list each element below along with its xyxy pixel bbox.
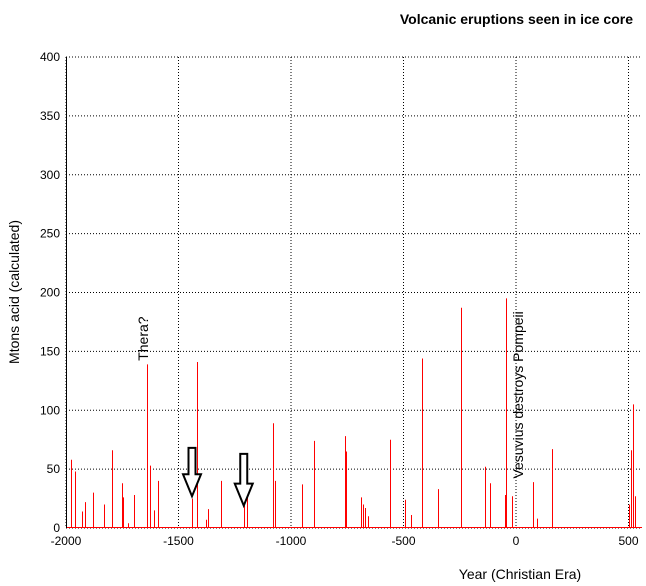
- y-axis-title: Mtons acid (calculated): [6, 220, 22, 364]
- bars: [66, 298, 642, 528]
- x-tick-labels: -2000 -1500 -1000 -500 0 500: [51, 534, 639, 548]
- y-tick-label: 400: [40, 50, 60, 64]
- y-tick-label: 150: [40, 344, 60, 358]
- x-tick-label: -1000: [276, 534, 307, 548]
- y-tick-label: 300: [40, 168, 60, 182]
- x-tick-label: -500: [391, 534, 415, 548]
- x-tick-label: 500: [618, 534, 638, 548]
- down-arrow-marker: [181, 446, 203, 499]
- x-tick-label: -1500: [163, 534, 194, 548]
- x-axis-title: Year (Christian Era): [459, 566, 581, 582]
- y-tick-label: 0: [53, 521, 60, 535]
- y-tick-label: 250: [40, 227, 60, 241]
- y-tick-label: 200: [40, 286, 60, 300]
- arrow-markers: [181, 446, 255, 509]
- x-tick-label: -2000: [51, 534, 82, 548]
- y-tick-labels: 0 50 100 150 200 250 300 350 400: [40, 50, 60, 535]
- annotation-label: Vesuvius destroys Pompeii: [510, 311, 526, 478]
- chart-title: Volcanic eruptions seen in ice core: [400, 11, 633, 27]
- x-tick-label: 0: [513, 534, 520, 548]
- y-tick-label: 350: [40, 109, 60, 123]
- grid: [65, 56, 642, 529]
- annotation-label: Thera?: [135, 316, 151, 361]
- annotations: Thera? Vesuvius destroys Pompeii: [135, 311, 526, 478]
- down-arrow-marker: [233, 452, 255, 509]
- y-tick-label: 50: [47, 462, 61, 476]
- y-tick-label: 100: [40, 403, 60, 417]
